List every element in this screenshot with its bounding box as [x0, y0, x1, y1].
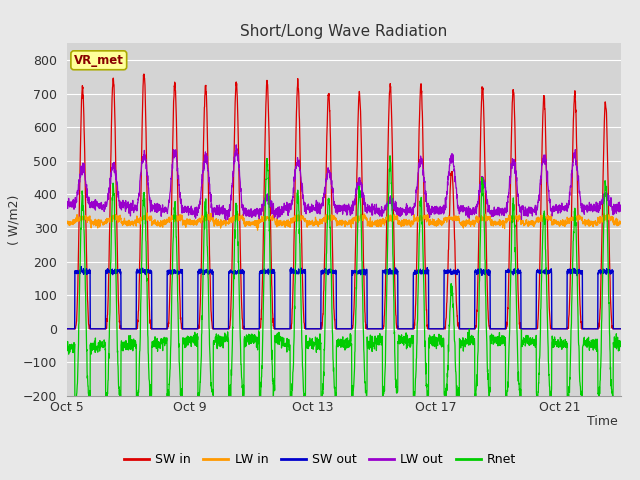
- LW in: [150, 217, 158, 223]
- SW out: [117, 326, 125, 332]
- SW in: [150, 326, 158, 332]
- LW in: [546, 214, 554, 219]
- LW in: [264, 215, 272, 220]
- SW in: [186, 326, 194, 332]
- LW out: [63, 201, 71, 207]
- Line: LW out: LW out: [67, 145, 621, 220]
- Rnet: [186, 340, 194, 346]
- Legend: SW in, LW in, SW out, LW out, Rnet: SW in, LW in, SW out, LW out, Rnet: [119, 448, 521, 471]
- SW out: [77, 264, 85, 269]
- LW out: [546, 200, 554, 205]
- SW in: [264, 102, 272, 108]
- SW out: [264, 266, 272, 272]
- LW out: [150, 206, 158, 212]
- Text: Time: Time: [587, 415, 618, 428]
- SW in: [362, 321, 369, 326]
- Rnet: [617, 338, 625, 344]
- Rnet: [117, 342, 125, 348]
- SW out: [617, 326, 625, 332]
- LW out: [117, 201, 125, 207]
- Rnet: [546, 384, 554, 390]
- LW in: [143, 210, 151, 216]
- Rnet: [362, 388, 369, 394]
- SW in: [617, 326, 625, 332]
- SW in: [545, 308, 553, 314]
- LW out: [264, 200, 272, 206]
- SW in: [140, 71, 148, 77]
- Line: SW in: SW in: [67, 74, 621, 329]
- Rnet: [264, 176, 272, 182]
- SW out: [150, 326, 158, 332]
- SW out: [362, 267, 369, 273]
- LW out: [362, 207, 370, 213]
- LW out: [617, 208, 625, 214]
- SW out: [545, 270, 553, 276]
- Rnet: [63, 345, 71, 351]
- SW out: [63, 326, 71, 332]
- LW out: [222, 217, 230, 223]
- Rnet: [150, 339, 158, 345]
- SW in: [63, 326, 71, 332]
- LW in: [362, 216, 370, 221]
- LW out: [232, 142, 240, 148]
- Line: Rnet: Rnet: [67, 156, 621, 407]
- Line: SW out: SW out: [67, 266, 621, 329]
- LW in: [617, 221, 625, 227]
- LW in: [117, 216, 125, 221]
- LW out: [186, 206, 194, 212]
- Title: Short/Long Wave Radiation: Short/Long Wave Radiation: [241, 24, 447, 39]
- Rnet: [386, 153, 394, 159]
- LW in: [186, 221, 194, 227]
- SW out: [186, 326, 194, 332]
- LW in: [253, 228, 261, 233]
- Text: VR_met: VR_met: [74, 54, 124, 67]
- LW in: [63, 220, 71, 226]
- SW in: [117, 326, 125, 332]
- Line: LW in: LW in: [67, 213, 621, 230]
- Y-axis label: ( W/m2): ( W/m2): [7, 194, 20, 245]
- Rnet: [86, 404, 93, 410]
